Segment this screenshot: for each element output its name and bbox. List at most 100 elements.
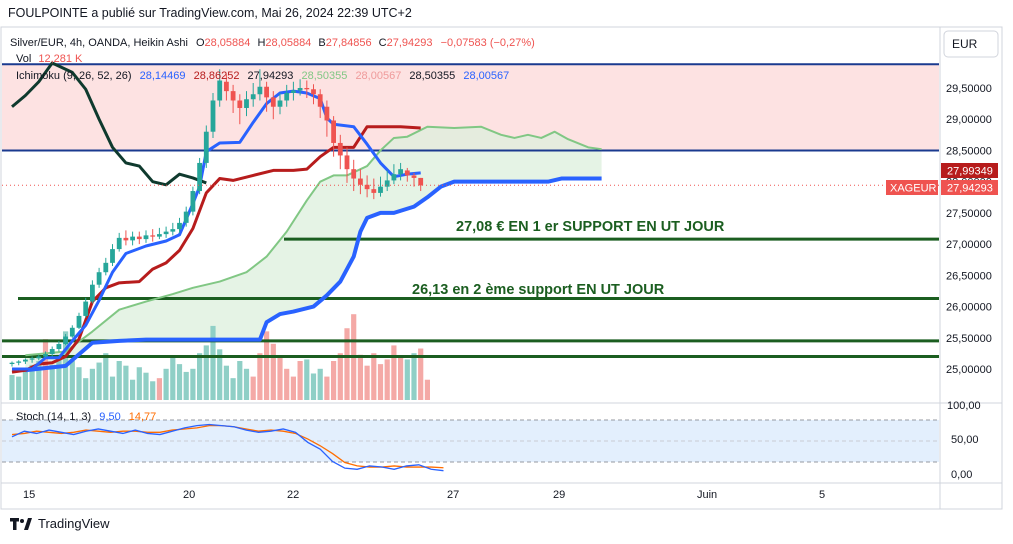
volume-bar <box>109 376 116 400</box>
currency-button-label[interactable]: EUR <box>952 37 978 51</box>
legend-ichi-v5: 28,50355 <box>409 70 455 82</box>
candle-body <box>257 86 263 95</box>
candle-body <box>69 327 75 337</box>
volume-bar <box>16 376 22 400</box>
legend-h-label: H <box>257 37 265 49</box>
price-tick-9: 25,00000 <box>946 364 992 376</box>
candle-body <box>270 97 276 107</box>
volume-bar <box>116 361 122 400</box>
candle-body <box>317 94 323 107</box>
legend-vol-label: Vol <box>16 53 31 65</box>
symbol-tag: XAGEUR <box>886 180 938 195</box>
volume-bar <box>391 345 397 400</box>
volume-bar <box>337 353 343 400</box>
candle-body <box>197 162 202 192</box>
time-label-1: 20 <box>183 489 195 501</box>
legend-ichi-v3: 28,50355 <box>301 70 347 82</box>
candle-body <box>404 170 410 176</box>
candle-body <box>56 344 62 350</box>
candle-body <box>237 100 243 108</box>
legend-row-volume: Vol 12,281 K <box>16 53 83 65</box>
price-axis[interactable]: 29,50000 29,00000 28,50000 28,00000 27,5… <box>946 83 992 376</box>
price-tick-2: 28,50000 <box>946 145 992 157</box>
stochastic-pane <box>2 419 939 472</box>
currency-button[interactable]: EUR <box>943 30 999 58</box>
volume-bar <box>331 361 337 400</box>
candle-body <box>183 211 189 223</box>
candle-body <box>244 99 249 108</box>
legend-vol-value: 12,281 K <box>38 53 83 65</box>
volume-bar <box>150 381 156 400</box>
volume-bar <box>183 371 189 400</box>
candle-body <box>203 131 209 163</box>
legend-b-value: 27,84856 <box>326 37 372 49</box>
kijun-price-tag-text: 27,99349 <box>947 166 993 178</box>
legend-ichi-v1: 28,86252 <box>194 70 240 82</box>
volume-bar <box>364 365 370 400</box>
candle-body <box>297 88 303 91</box>
volume-bar <box>136 367 142 400</box>
candle-body <box>217 80 223 101</box>
candle-body <box>284 92 290 101</box>
senkou-span-a-line <box>25 125 602 357</box>
candle-body <box>116 237 122 250</box>
support1-annotation: 27,08 € EN 1 er SUPPORT EN UT JOUR <box>456 219 725 235</box>
price-tick-7: 26,00000 <box>946 302 992 314</box>
time-label-0: 15 <box>23 489 35 501</box>
volume-bar <box>22 368 28 400</box>
volume-bar <box>264 331 270 400</box>
stoch-label: Stoch (14, 1, 3) <box>16 411 91 423</box>
volume-bar <box>371 353 377 400</box>
volume-bar <box>324 376 330 400</box>
volume-bar <box>357 354 363 400</box>
legend-ichi-v6: 28,00567 <box>463 70 509 82</box>
volume-bar <box>96 362 102 400</box>
volume-bar <box>130 379 136 400</box>
candle-body <box>250 94 256 100</box>
legend-c-label: C <box>379 37 387 49</box>
legend-ichi-v4: 28,00567 <box>355 70 401 82</box>
volume-bar <box>123 365 129 400</box>
volume-bar <box>277 356 283 400</box>
kijun-line <box>11 125 421 374</box>
candle-body <box>190 191 196 212</box>
volume-bar <box>190 368 196 400</box>
candle-body <box>83 301 89 316</box>
volume-bar <box>237 361 243 400</box>
ichimoku-lines <box>11 61 602 374</box>
candle-body <box>230 91 236 101</box>
time-label-4: 29 <box>553 489 565 501</box>
candle-body <box>364 184 370 190</box>
cloud-fill <box>25 126 602 371</box>
time-axis[interactable]: 15 20 22 27 29 Juin 5 <box>23 489 825 501</box>
volume-bar <box>210 325 216 400</box>
volume-bar <box>36 361 42 400</box>
candle-body <box>9 362 15 365</box>
volume-bar <box>143 372 149 400</box>
candle-body <box>150 235 156 237</box>
volume-bar <box>310 373 317 400</box>
candle-body <box>378 186 383 193</box>
candle-body <box>411 175 417 178</box>
stoch-tick-100: 100,00 <box>947 400 981 412</box>
legend-c-value: 27,94293 <box>387 37 433 49</box>
stoch-legend: Stoch (14, 1, 3) 9,50 14,77 <box>16 411 156 423</box>
volume-bar <box>9 375 15 400</box>
legend-ichi-label: Ichimoku (9, 26, 52, 26) <box>16 70 132 82</box>
volume-bar <box>377 364 384 400</box>
volume-bar <box>270 343 276 400</box>
volume-bar <box>217 349 223 400</box>
volume-bar <box>418 348 424 400</box>
time-label-6: 5 <box>819 489 825 501</box>
volume-bar <box>76 367 82 400</box>
candle-body <box>331 120 336 143</box>
legend-row-main: Silver/EUR, 4h, OANDA, Heikin Ashi O28,0… <box>10 37 535 49</box>
volume-bar <box>411 353 417 400</box>
volume-bar <box>89 368 95 400</box>
price-tick-0: 29,50000 <box>946 83 992 95</box>
volume-bar <box>404 359 410 400</box>
stoch-k-line <box>11 423 444 472</box>
price-tick-6: 26,50000 <box>946 270 992 282</box>
volume-bar <box>317 368 323 400</box>
